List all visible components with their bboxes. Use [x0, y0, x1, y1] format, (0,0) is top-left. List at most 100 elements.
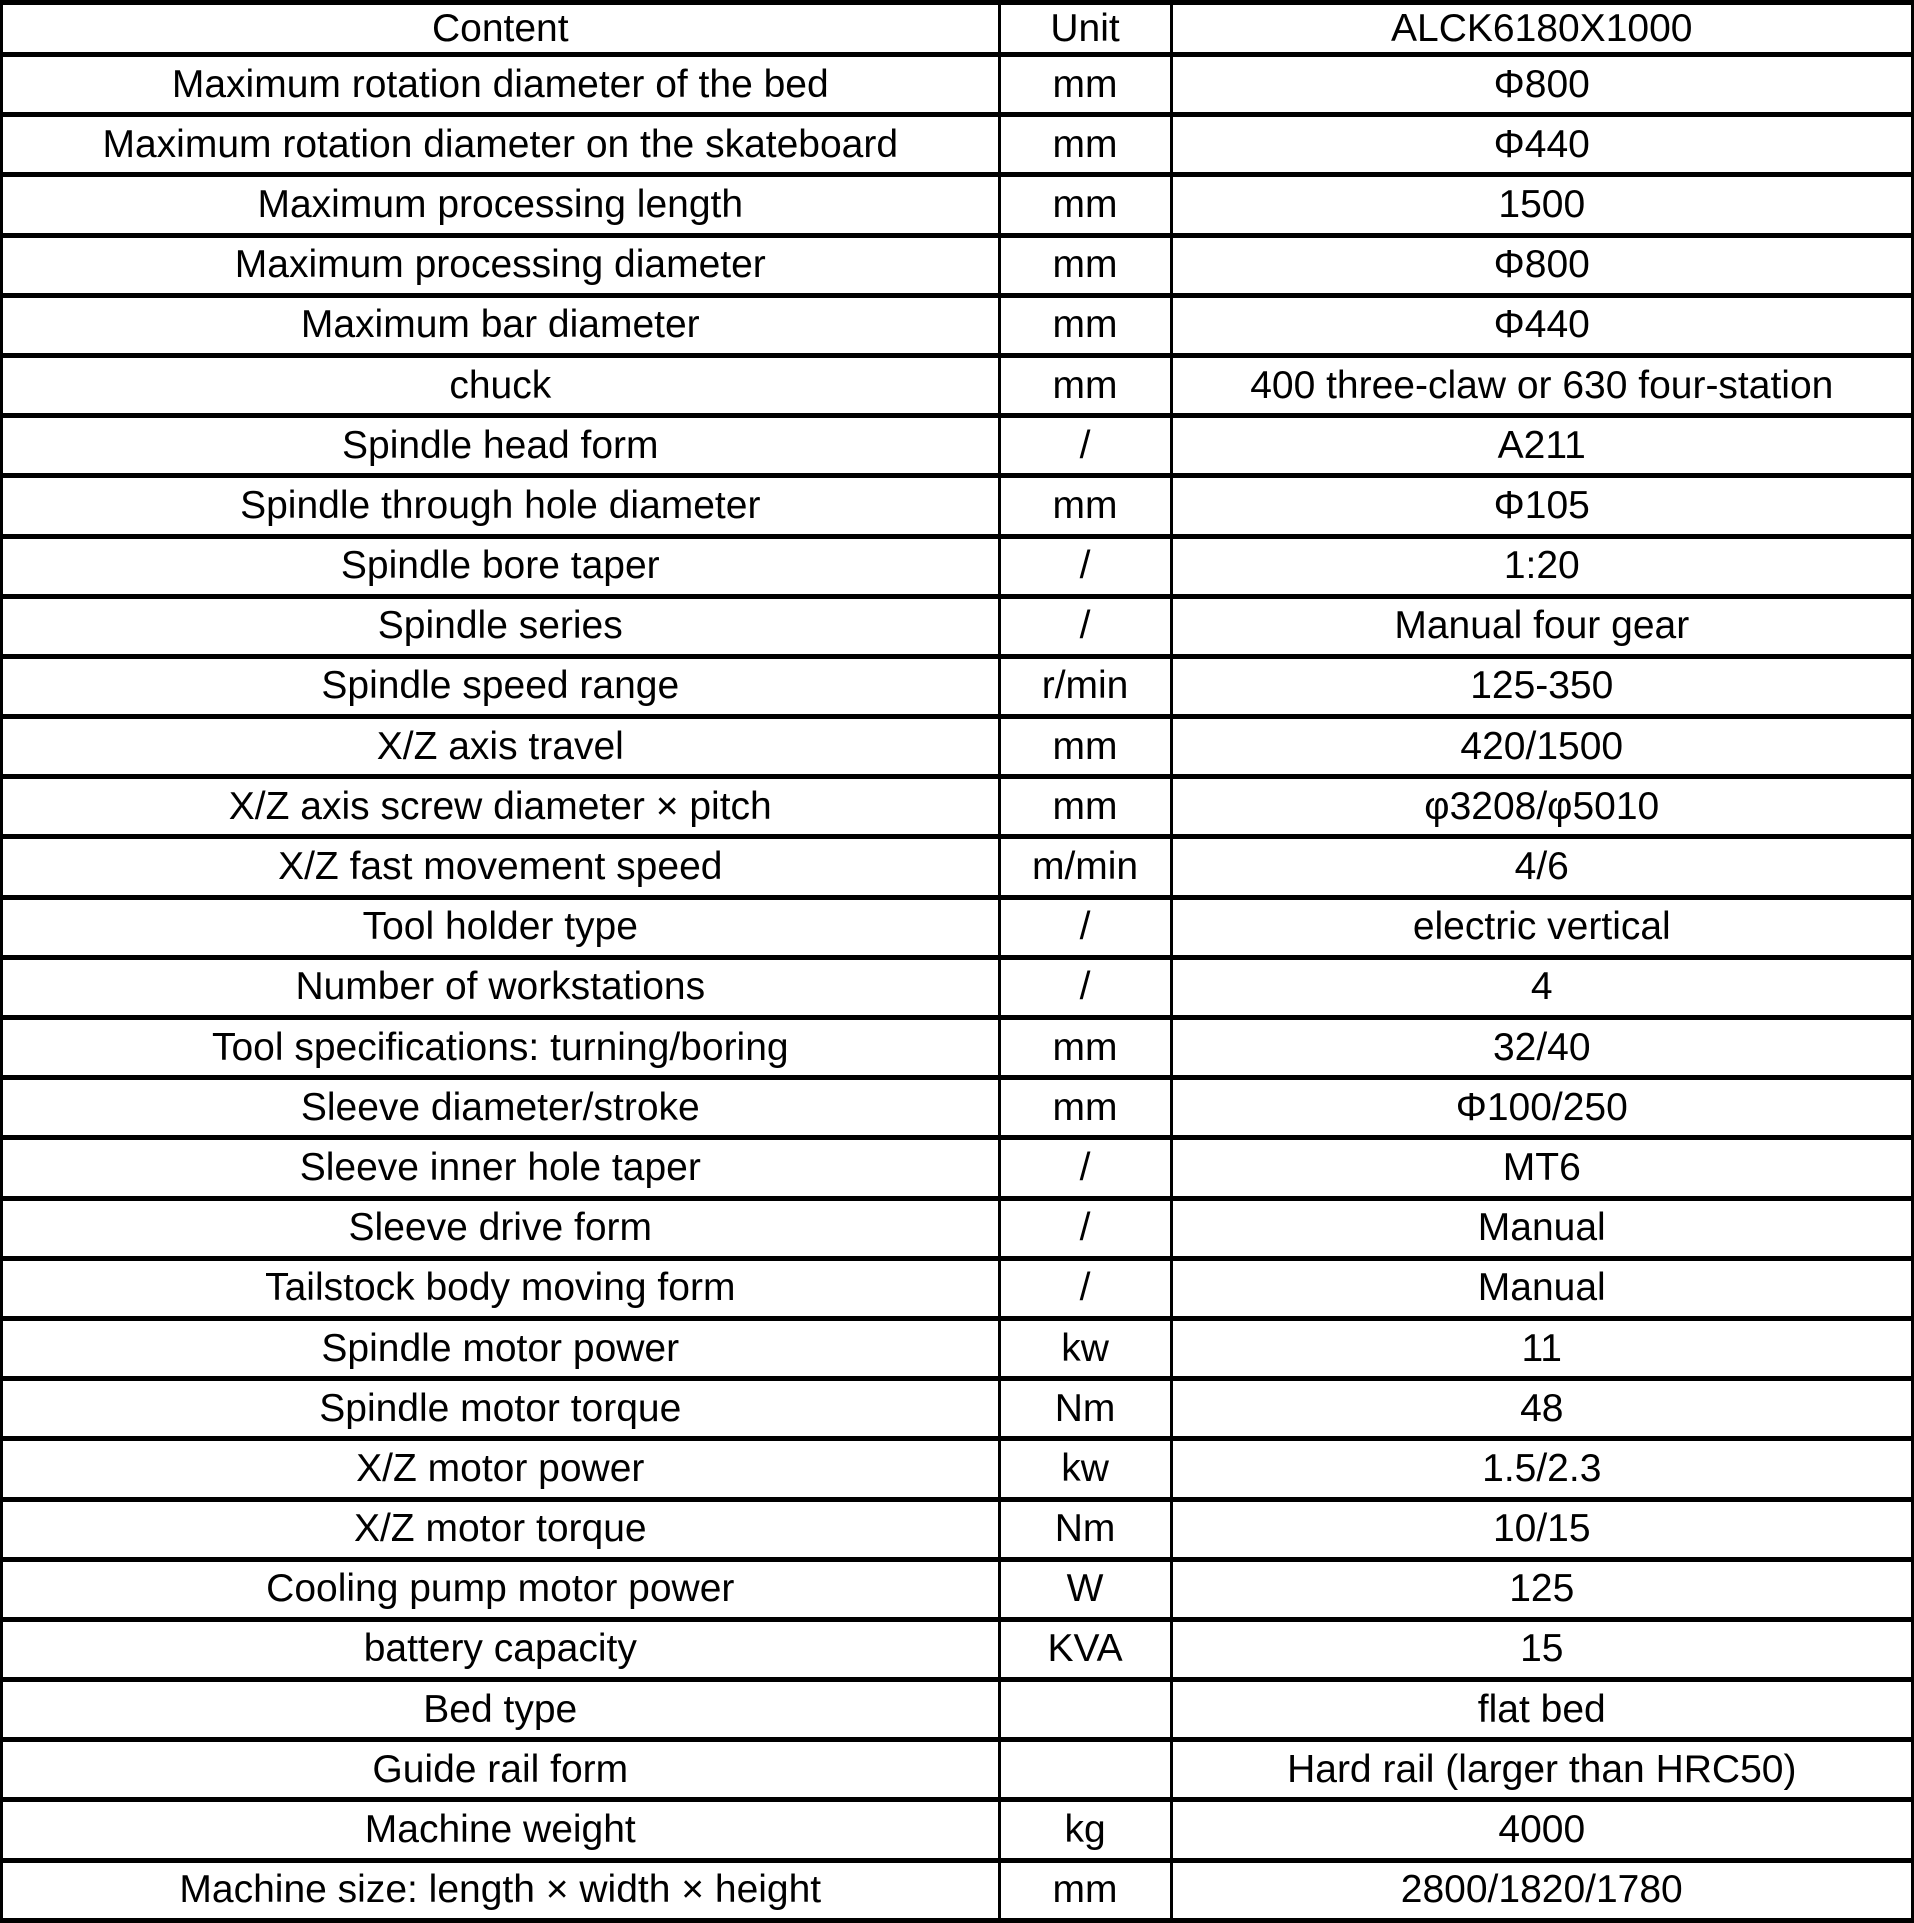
header-row: Content Unit ALCK6180X1000: [0, 0, 1914, 57]
spec-value: Manual four gear: [1169, 593, 1914, 659]
spec-name: Maximum rotation diameter of the bed: [0, 51, 1001, 118]
table-row: Tailstock body moving form / Manual: [0, 1255, 1914, 1321]
spec-name: Tool specifications: turning/boring: [0, 1014, 1001, 1081]
spec-unit: /: [997, 593, 1173, 659]
spec-unit: kw: [997, 1315, 1173, 1382]
table-row: X/Z axis screw diameter × pitch mm φ3208…: [0, 774, 1914, 840]
spec-unit: mm: [997, 232, 1173, 298]
table-row: X/Z motor torque Nm 10/15: [0, 1496, 1914, 1562]
spec-name: X/Z fast movement speed: [0, 834, 1001, 900]
spec-name: Spindle bore taper: [0, 533, 1001, 599]
spec-unit: /: [997, 413, 1173, 479]
spec-unit: mm: [997, 352, 1173, 419]
table-row: X/Z motor power kw 1.5/2.3: [0, 1436, 1914, 1502]
table-row: Cooling pump motor power W 125: [0, 1556, 1914, 1622]
spec-unit: /: [997, 894, 1173, 960]
spec-unit: mm: [997, 51, 1173, 118]
spec-value: Manual: [1169, 1255, 1914, 1321]
table-row: Maximum processing diameter mm Φ800: [0, 232, 1914, 298]
spec-unit: mm: [997, 473, 1173, 539]
table-row: Maximum bar diameter mm Φ440: [0, 292, 1914, 358]
spec-value: 15: [1169, 1616, 1914, 1683]
table-row: Sleeve drive form / Manual: [0, 1195, 1914, 1261]
table-row: battery capacity KVA 15: [0, 1616, 1914, 1683]
table-row: Tool holder type / electric vertical: [0, 894, 1914, 960]
spec-value: 4: [1169, 954, 1914, 1021]
spec-value: 10/15: [1169, 1496, 1914, 1562]
table-row: Spindle bore taper / 1:20: [0, 533, 1914, 599]
spec-name: Sleeve drive form: [0, 1195, 1001, 1261]
spec-value: 1500: [1169, 172, 1914, 238]
spec-name: Tool holder type: [0, 894, 1001, 960]
spec-unit: mm: [997, 714, 1173, 780]
spec-value: Φ100/250: [1169, 1075, 1914, 1141]
spec-unit: mm: [997, 112, 1173, 178]
spec-name: X/Z axis travel: [0, 714, 1001, 780]
table-row: Tool specifications: turning/boring mm 3…: [0, 1014, 1914, 1081]
spec-name: X/Z motor torque: [0, 1496, 1001, 1562]
spec-name: Maximum processing diameter: [0, 232, 1001, 298]
spec-unit: Nm: [997, 1376, 1173, 1442]
spec-name: Maximum rotation diameter on the skatebo…: [0, 112, 1001, 178]
spec-value: 420/1500: [1169, 714, 1914, 780]
spec-name: Guide rail form: [0, 1737, 1001, 1803]
spec-value: Hard rail (larger than HRC50): [1169, 1737, 1914, 1803]
spec-unit: [997, 1737, 1173, 1803]
spec-unit: kg: [997, 1797, 1173, 1863]
table-row: Maximum processing length mm 1500: [0, 172, 1914, 238]
spec-value: MT6: [1169, 1135, 1914, 1201]
spec-unit: /: [997, 1135, 1173, 1201]
spec-unit: mm: [997, 1075, 1173, 1141]
spec-unit: r/min: [997, 653, 1173, 720]
spec-unit: /: [997, 954, 1173, 1021]
spec-name: Sleeve diameter/stroke: [0, 1075, 1001, 1141]
spec-name: Sleeve inner hole taper: [0, 1135, 1001, 1201]
spec-unit: mm: [997, 1857, 1173, 1923]
table-row: Maximum rotation diameter on the skatebo…: [0, 112, 1914, 178]
spec-name: Number of workstations: [0, 954, 1001, 1021]
spec-value: 48: [1169, 1376, 1914, 1442]
spec-unit: mm: [997, 292, 1173, 358]
spec-value: 4000: [1169, 1797, 1914, 1863]
spec-name: Machine weight: [0, 1797, 1001, 1863]
spec-name: Maximum processing length: [0, 172, 1001, 238]
column-header-content: Content: [0, 0, 1001, 57]
table-row: Sleeve inner hole taper / MT6: [0, 1135, 1914, 1201]
spec-unit: /: [997, 533, 1173, 599]
table-row: Maximum rotation diameter of the bed mm …: [0, 51, 1914, 118]
spec-name: X/Z axis screw diameter × pitch: [0, 774, 1001, 840]
spec-name: Spindle motor torque: [0, 1376, 1001, 1442]
spec-value: 11: [1169, 1315, 1914, 1382]
spec-value: 1.5/2.3: [1169, 1436, 1914, 1502]
spec-value: Φ440: [1169, 292, 1914, 358]
spec-value: φ3208/φ5010: [1169, 774, 1914, 840]
table-row: Spindle speed range r/min 125-350: [0, 653, 1914, 720]
spec-value: 2800/1820/1780: [1169, 1857, 1914, 1923]
table-row: chuck mm 400 three-claw or 630 four-stat…: [0, 352, 1914, 419]
spec-name: Spindle head form: [0, 413, 1001, 479]
spec-name: Spindle speed range: [0, 653, 1001, 720]
spec-value: 4/6: [1169, 834, 1914, 900]
spec-value: 125: [1169, 1556, 1914, 1622]
spec-name: Cooling pump motor power: [0, 1556, 1001, 1622]
spec-unit: kw: [997, 1436, 1173, 1502]
spec-unit: Nm: [997, 1496, 1173, 1562]
spec-value: Φ105: [1169, 473, 1914, 539]
spec-unit: m/min: [997, 834, 1173, 900]
table-row: Guide rail form Hard rail (larger than H…: [0, 1737, 1914, 1803]
table-row: Spindle series / Manual four gear: [0, 593, 1914, 659]
column-header-model: ALCK6180X1000: [1169, 0, 1914, 57]
spec-value: 1:20: [1169, 533, 1914, 599]
spec-name: Spindle motor power: [0, 1315, 1001, 1382]
table-row: Spindle motor power kw 11: [0, 1315, 1914, 1382]
spec-unit: [997, 1677, 1173, 1743]
table-row: Bed type flat bed: [0, 1677, 1914, 1743]
spec-name: Machine size: length × width × height: [0, 1857, 1001, 1923]
table-row: X/Z fast movement speed m/min 4/6: [0, 834, 1914, 900]
spec-value: 32/40: [1169, 1014, 1914, 1081]
spec-value: 125-350: [1169, 653, 1914, 720]
table-row: Machine weight kg 4000: [0, 1797, 1914, 1863]
table-row: X/Z axis travel mm 420/1500: [0, 714, 1914, 780]
table-row: Spindle motor torque Nm 48: [0, 1376, 1914, 1442]
